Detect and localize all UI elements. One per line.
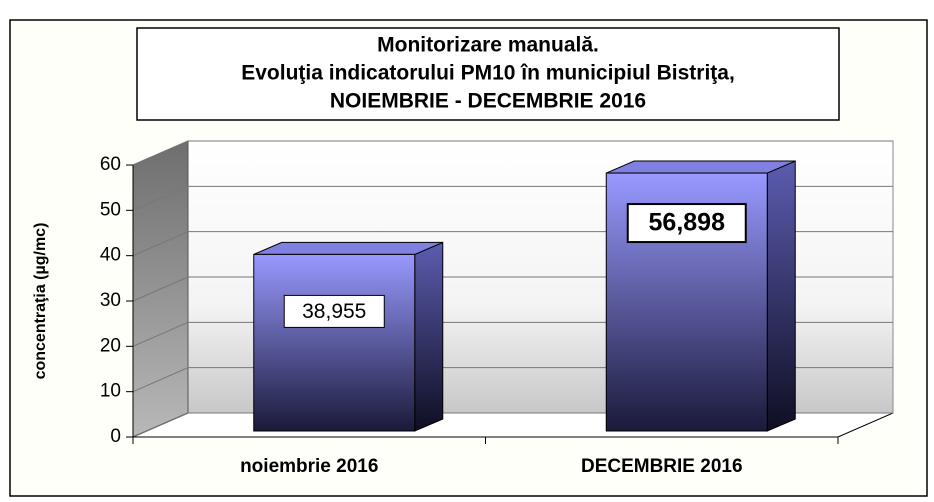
y-tick-label: 60: [100, 154, 121, 175]
chart-title: Monitorizare manuală.: [377, 34, 599, 57]
value-label-box: [626, 203, 747, 244]
bar: [253, 241, 444, 432]
bar-side: [414, 241, 444, 432]
plot-area: 0 10 20 30 40 50 60 noiembrie 2016 38,955 DECEMBR…: [100, 140, 894, 477]
bar: [605, 160, 796, 432]
bar-top: [253, 241, 443, 255]
y-tick-label: 20: [100, 335, 121, 356]
x-tick-label: noiembrie 2016: [240, 456, 378, 477]
bar-side: [766, 160, 796, 432]
y-tick-label: 30: [100, 290, 121, 311]
y-axis-label: concentraţia (µg/mc): [32, 223, 49, 380]
chart-title: NOIEMBRIE - DECEMBRIE 2016: [330, 90, 646, 113]
x-tick-label: DECEMBRIE 2016: [581, 456, 743, 477]
value-label-box: [283, 294, 385, 328]
bar-top: [606, 160, 796, 174]
y-tick-label: 50: [100, 199, 121, 220]
y-tick-label: 0: [110, 426, 121, 447]
value-label: 38,955: [302, 300, 366, 323]
value-label: 56,898: [649, 209, 726, 237]
y-tick-label: 40: [100, 245, 121, 266]
title-box: [136, 27, 840, 121]
grid-line: [132, 140, 893, 166]
y-tick-label: 10: [100, 381, 121, 402]
bar-front: [253, 253, 416, 432]
chart-title: Evoluţia indicatorului PM10 în municipiu…: [241, 62, 735, 85]
